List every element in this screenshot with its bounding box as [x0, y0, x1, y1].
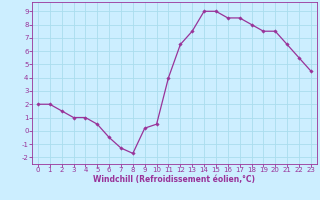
X-axis label: Windchill (Refroidissement éolien,°C): Windchill (Refroidissement éolien,°C): [93, 175, 255, 184]
